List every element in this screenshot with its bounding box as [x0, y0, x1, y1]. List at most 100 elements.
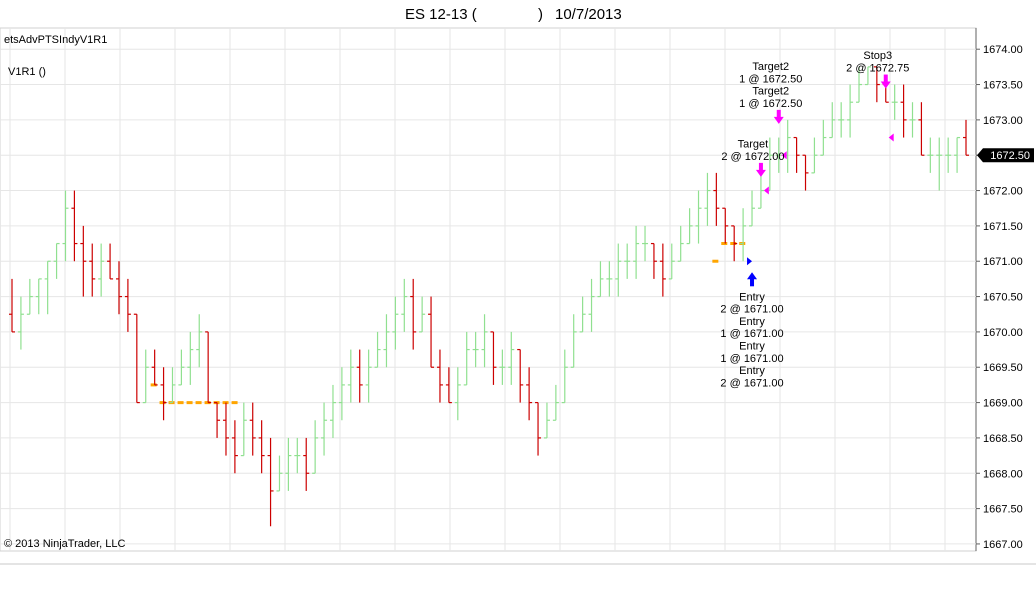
ohlc-bar: [677, 225, 684, 262]
ohlc-bar: [169, 367, 176, 404]
ohlc-bar: [570, 314, 577, 368]
exit-arrow-icon: [755, 162, 766, 177]
annotation-text: Target: [738, 139, 769, 151]
ohlc-bar: [954, 136, 961, 173]
ohlc-bar: [312, 420, 319, 474]
ohlc-bar: [445, 367, 452, 404]
y-tick-label: 1673.00: [983, 115, 1023, 127]
ohlc-bar: [588, 278, 595, 332]
ohlc-bar: [936, 137, 943, 191]
ohlc-bar: [249, 402, 256, 456]
price-axis: 1674.001673.501673.001672.501672.001671.…: [976, 44, 1023, 551]
ohlc-bar: [847, 84, 854, 138]
ohlc-bar: [142, 349, 149, 404]
annotation-text: 1 @ 1672.50: [739, 98, 802, 110]
ohlc-bar: [347, 349, 354, 403]
y-tick-label: 1668.50: [983, 433, 1023, 445]
chart-title-close: ): [538, 6, 543, 23]
y-tick-label: 1673.50: [983, 80, 1023, 92]
ohlc-bar: [374, 331, 381, 368]
ohlc-bar: [17, 296, 24, 350]
ohlc-bar: [338, 367, 345, 421]
ohlc-bar: [864, 66, 871, 86]
ohlc-bar: [383, 314, 390, 368]
ohlc-bar: [62, 190, 69, 262]
ohlc-bar: [44, 260, 51, 315]
annotation-text: 2 @ 1672.00: [721, 151, 784, 163]
ohlc-bar: [285, 437, 292, 491]
chart-title-symbol: ES 12-13 (: [405, 6, 477, 23]
ohlc-bar: [321, 402, 328, 456]
ohlc-bar: [695, 190, 702, 244]
ohlc-bar: [811, 137, 818, 174]
annotation-text: 2 @ 1671.00: [720, 304, 783, 316]
ohlc-bar: [115, 261, 122, 315]
ohlc-bar: [258, 420, 265, 474]
ohlc-bar: [133, 313, 140, 404]
ohlc-bar: [160, 367, 167, 421]
annotation-text: 2 @ 1672.75: [846, 63, 909, 75]
ohlc-bar: [205, 331, 212, 404]
ohlc-bar: [749, 190, 756, 227]
ohlc-bar: [900, 84, 907, 138]
ohlc-bar: [526, 367, 533, 421]
y-tick-label: 1671.50: [983, 221, 1023, 233]
ohlc-bar: [552, 384, 559, 421]
y-tick-label: 1670.00: [983, 327, 1023, 339]
trade-markers: [747, 74, 894, 287]
y-tick-label: 1674.00: [983, 44, 1023, 56]
annotation-text: 2 @ 1671.00: [720, 377, 783, 389]
ohlc-bar: [472, 331, 479, 368]
grid: [0, 28, 976, 551]
ohlc-bar: [303, 437, 310, 491]
annotation-text: Entry: [739, 365, 765, 377]
ohlc-bar: [107, 243, 114, 280]
y-tick-label: 1669.50: [983, 362, 1023, 374]
annotation-text: Entry: [739, 291, 765, 303]
y-tick-label: 1668.00: [983, 468, 1023, 480]
time-axis-area: [0, 566, 1036, 595]
exit-fill-icon: [888, 133, 894, 142]
ohlc-bar: [151, 349, 158, 386]
ohlc-bar: [329, 384, 336, 438]
ohlc-bar: [9, 278, 15, 333]
ohlc-bar: [428, 296, 435, 368]
y-tick-label: 1669.00: [983, 398, 1023, 410]
ohlc-bar: [740, 208, 747, 262]
entry-fill-icon: [747, 257, 753, 266]
ohlc-bar: [508, 331, 515, 385]
ohlc-bar: [214, 401, 221, 438]
ohlc-bar: [802, 154, 809, 191]
ohlc-bar: [35, 278, 42, 315]
ohlc-bar: [196, 314, 203, 368]
y-tick-label: 1672.00: [983, 186, 1023, 198]
ohlc-bar: [26, 278, 33, 315]
ohlc-bar: [873, 66, 880, 103]
annotation-target: Target2 @ 1672.00: [721, 139, 784, 163]
chart-title-date: 10/7/2013: [555, 6, 622, 23]
ohlc-bars: [9, 66, 969, 527]
y-tick-label: 1667.50: [983, 504, 1023, 516]
ohlc-bar: [945, 137, 952, 173]
ohlc-bar: [463, 331, 470, 386]
ohlc-bar: [704, 172, 711, 226]
current-price-marker: 1672.50: [977, 148, 1034, 163]
exit-fill-icon: [763, 186, 769, 195]
ohlc-bar: [909, 102, 916, 138]
ohlc-bar: [436, 349, 443, 403]
ohlc-bar: [615, 243, 622, 297]
ohlc-bar: [410, 278, 417, 350]
exit-arrow-icon: [880, 74, 891, 89]
ohlc-bar: [633, 225, 640, 279]
current-price-label: 1672.50: [990, 150, 1030, 162]
ohlc-bar: [722, 207, 729, 244]
annotation-text: 1 @ 1672.50: [739, 73, 802, 85]
ohlc-bar: [71, 190, 78, 262]
indicator-label: etsAdvPTSIndyV1R1: [4, 34, 107, 46]
ohlc-bar: [561, 349, 568, 404]
ohlc-bar: [276, 455, 283, 492]
